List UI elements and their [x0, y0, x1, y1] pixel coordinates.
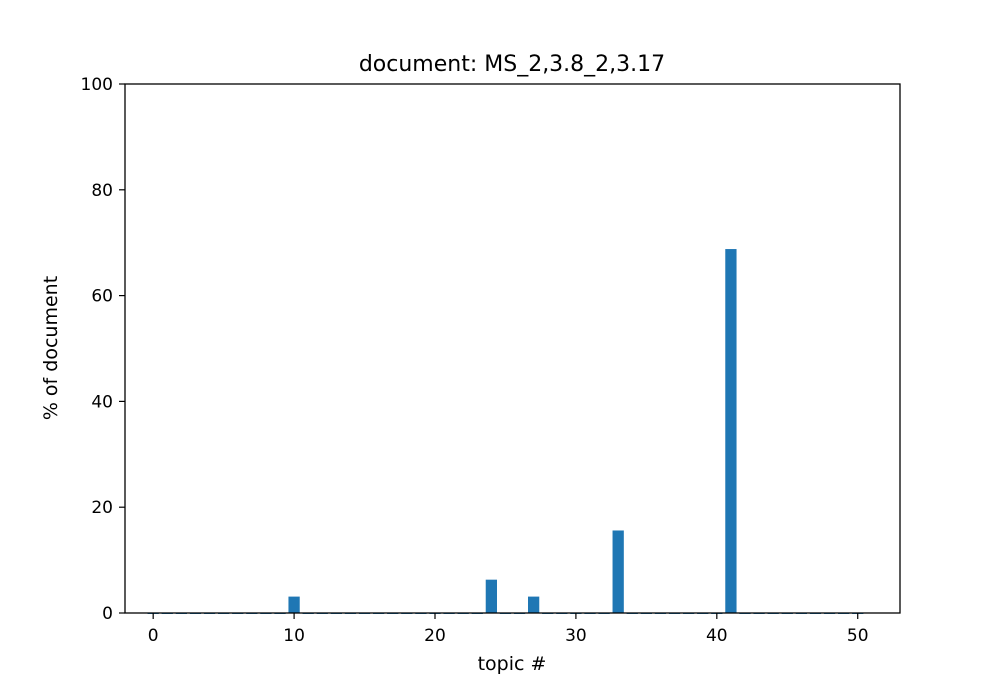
y-tick-label: 60 [91, 287, 113, 307]
x-tick-label: 50 [847, 626, 869, 646]
bars-group [147, 249, 864, 614]
x-axis-ticks: 0 10 20 30 40 50 [148, 613, 869, 646]
y-tick-label: 20 [91, 498, 113, 518]
bar-topic-33 [612, 530, 624, 613]
bar-topic-10 [288, 596, 300, 613]
y-tick-label: 80 [91, 181, 113, 201]
chart-title: document: MS_2,3.8_2,3.17 [359, 52, 665, 77]
x-tick-label: 20 [424, 626, 446, 646]
bar-topic-41 [725, 249, 737, 613]
bar-topic-24 [485, 579, 497, 613]
y-tick-label: 100 [81, 75, 113, 95]
y-axis-ticks: 0 20 40 60 80 100 [81, 75, 125, 624]
x-tick-label: 0 [148, 626, 159, 646]
y-axis-label: % of document [40, 276, 62, 420]
x-axis-label: topic # [478, 653, 547, 675]
x-tick-label: 10 [283, 626, 305, 646]
x-tick-label: 40 [706, 626, 728, 646]
bar-topic-27 [528, 596, 540, 613]
y-tick-label: 40 [91, 392, 113, 412]
plot-frame [124, 83, 901, 614]
y-tick-label: 0 [102, 604, 113, 624]
x-tick-label: 30 [565, 626, 587, 646]
